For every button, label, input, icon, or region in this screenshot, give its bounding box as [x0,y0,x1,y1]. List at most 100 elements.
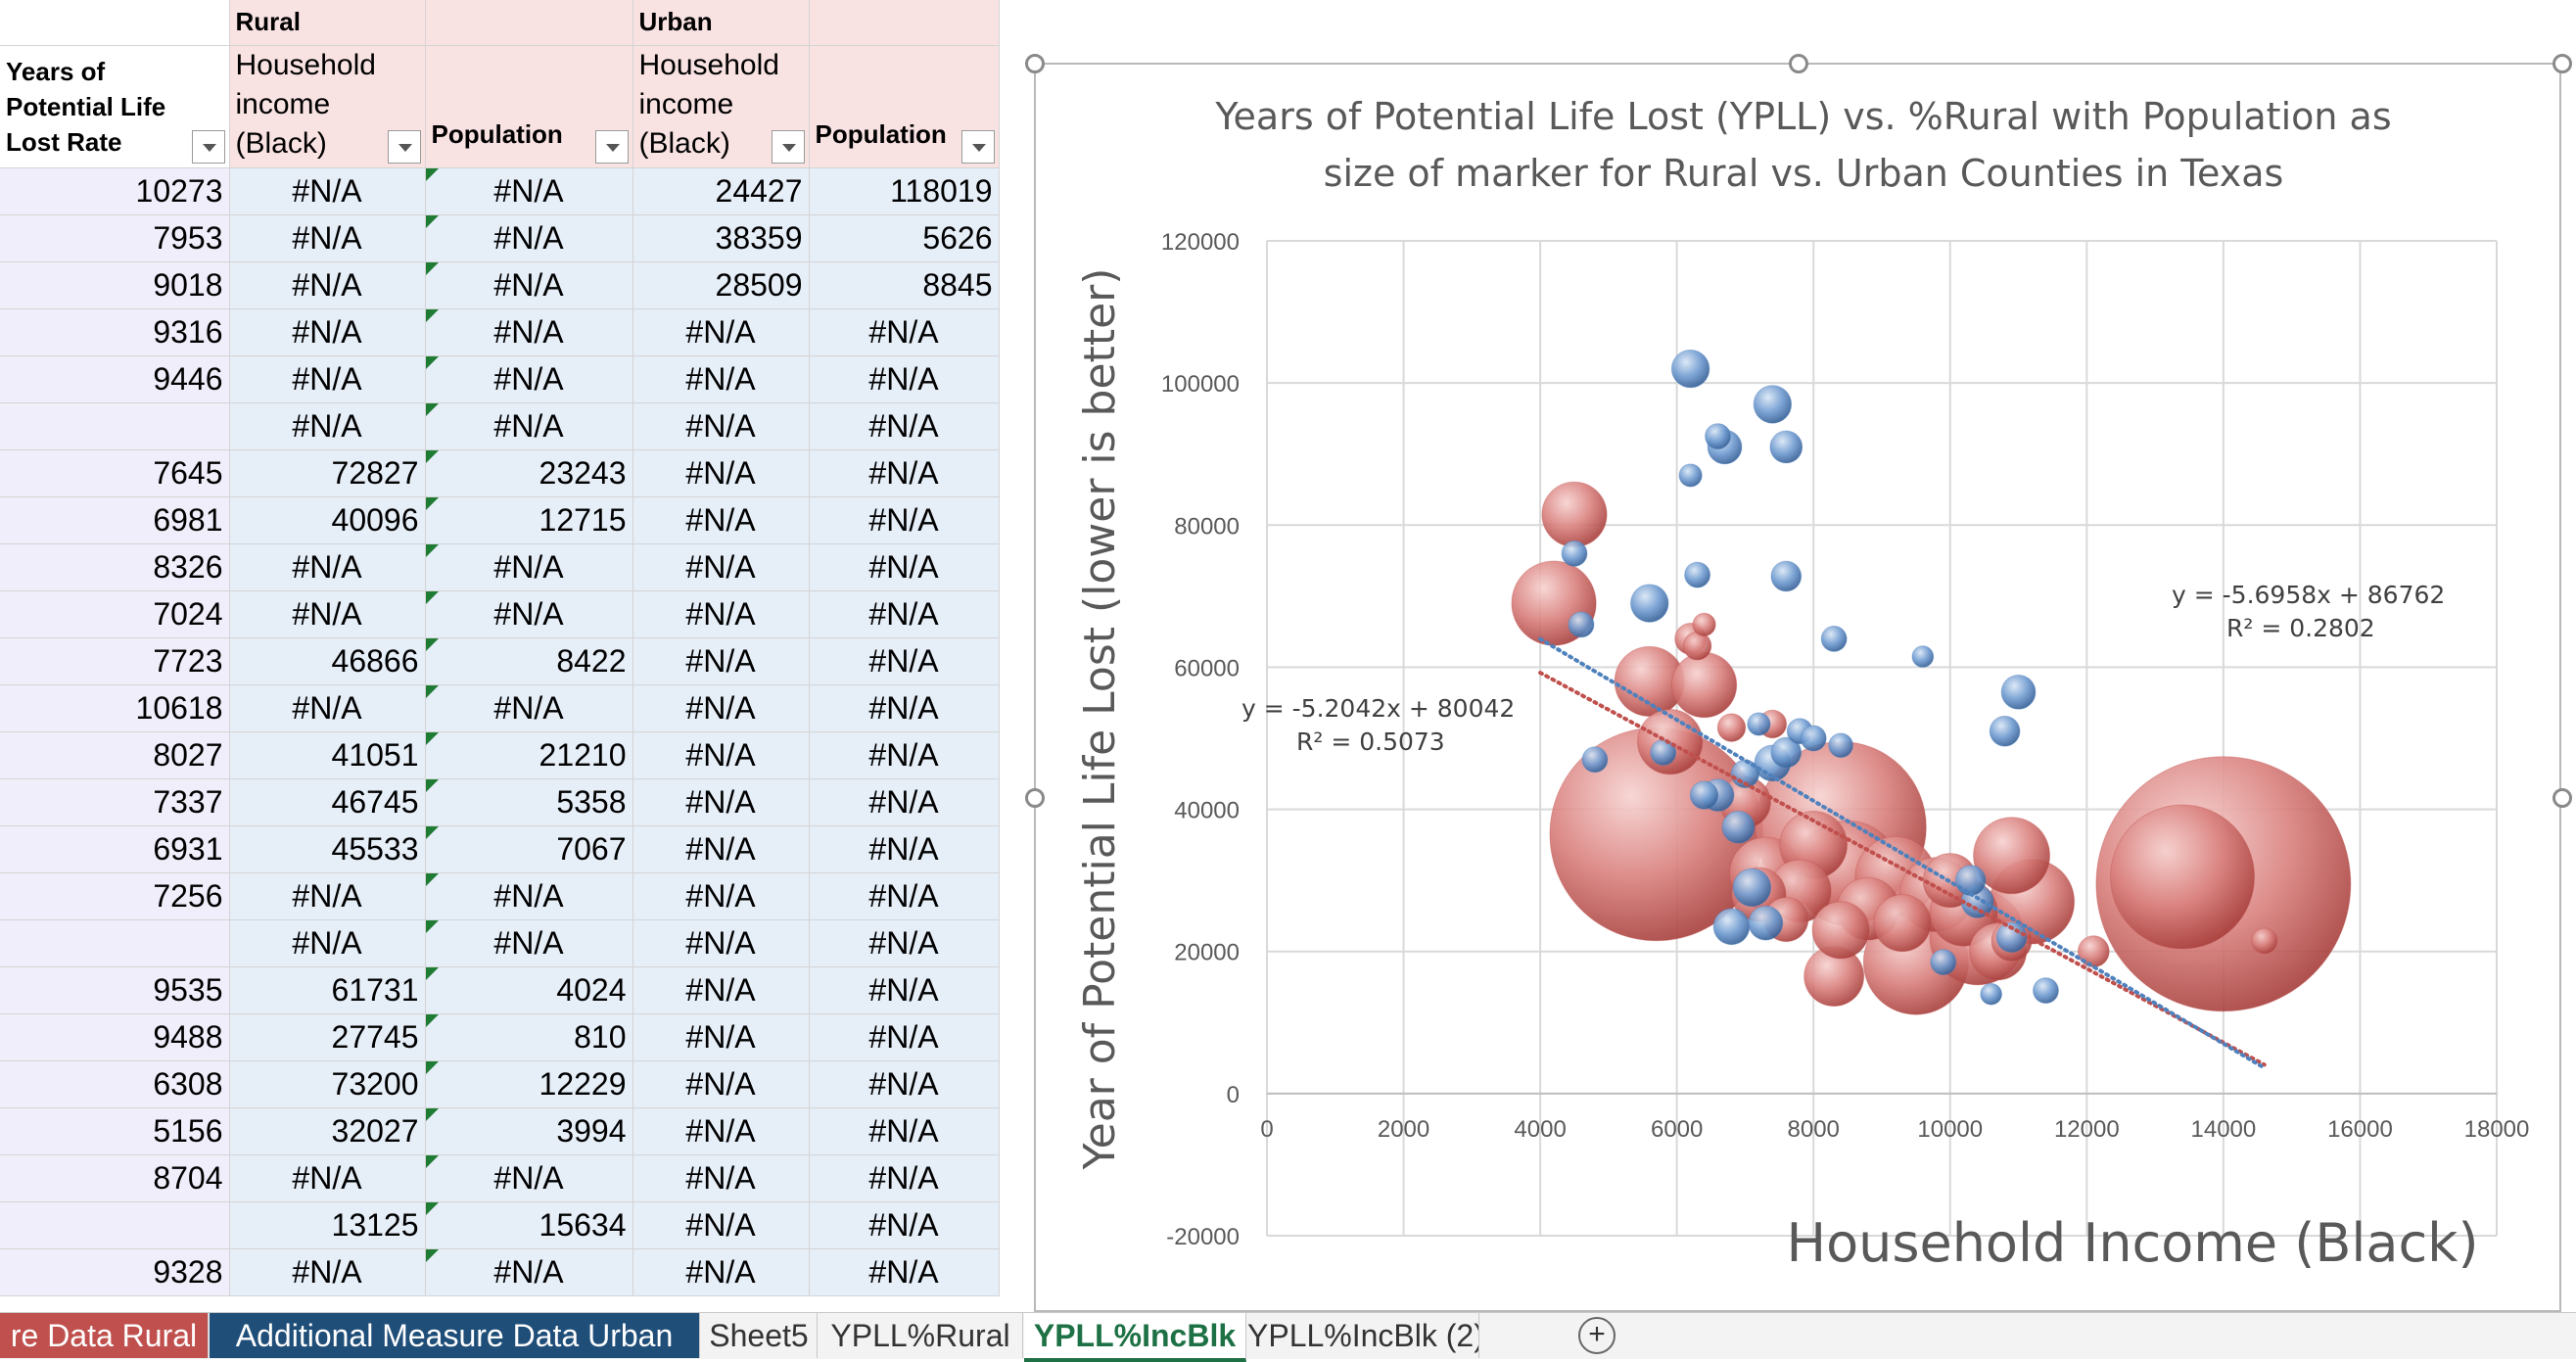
bubble-chart[interactable]: 0 2000 4000 6000 8000 10000 12000 14000 16000 180… [1025,54,2572,1312]
table-cell[interactable]: #N/A [632,637,810,685]
table-cell[interactable]: #N/A [229,214,426,262]
table-cell[interactable] [0,919,230,967]
table-cell[interactable]: #N/A [632,449,810,497]
column-header[interactable]: Household income (Black) [632,45,810,168]
table-cell[interactable]: 9316 [0,308,230,356]
table-cell[interactable]: #N/A [632,590,810,638]
table-cell[interactable]: 10618 [0,684,230,732]
table-cell[interactable]: #N/A [809,543,1000,591]
table-cell[interactable]: 8422 [425,637,633,685]
table-cell[interactable]: 7723 [0,637,230,685]
table-cell[interactable]: #N/A [632,731,810,779]
table-cell[interactable]: 12229 [425,1060,633,1108]
resize-handle[interactable] [2553,54,2572,73]
table-cell[interactable]: 9328 [0,1248,230,1296]
table-cell[interactable]: #N/A [425,214,633,262]
table-cell[interactable]: #N/A [425,919,633,967]
table-cell[interactable]: #N/A [229,543,426,591]
table-cell[interactable]: 6308 [0,1060,230,1108]
filter-dropdown-icon[interactable] [387,129,421,164]
table-cell[interactable]: #N/A [229,684,426,732]
column-header[interactable]: Household income (Black) [229,45,426,168]
table-cell[interactable]: #N/A [425,308,633,356]
table-cell[interactable]: #N/A [632,355,810,403]
table-cell[interactable]: #N/A [809,778,1000,826]
table-cell[interactable]: 61731 [229,966,426,1014]
table-cell[interactable] [0,1201,230,1249]
table-cell[interactable]: #N/A [632,872,810,920]
table-cell[interactable]: #N/A [632,778,810,826]
table-cell[interactable]: #N/A [632,402,810,450]
table-cell[interactable]: 7645 [0,449,230,497]
table-cell[interactable]: #N/A [809,308,1000,356]
table-cell[interactable]: #N/A [229,261,426,309]
table-cell[interactable]: #N/A [425,355,633,403]
column-header[interactable]: Population [809,45,1000,168]
table-cell[interactable]: 32027 [229,1107,426,1155]
table-cell[interactable]: 23243 [425,449,633,497]
filter-dropdown-icon[interactable] [594,129,629,164]
sheet-tab[interactable]: YPLL%Rural [819,1313,1023,1358]
table-cell[interactable]: #N/A [425,1154,633,1202]
table-cell[interactable]: #N/A [425,872,633,920]
table-cell[interactable]: 38359 [632,214,810,262]
table-cell[interactable]: #N/A [632,966,810,1014]
table-cell[interactable]: 6981 [0,496,230,544]
table-cell[interactable]: #N/A [229,167,426,215]
table-cell[interactable]: #N/A [425,261,633,309]
table-cell[interactable]: #N/A [425,684,633,732]
sheet-tab[interactable]: re Data Rural [0,1313,209,1358]
table-cell[interactable]: #N/A [809,1060,1000,1108]
table-cell[interactable]: #N/A [809,1154,1000,1202]
table-cell[interactable]: #N/A [632,496,810,544]
add-sheet-icon[interactable]: + [1578,1317,1616,1354]
table-cell[interactable]: #N/A [229,355,426,403]
table-cell[interactable]: 24427 [632,167,810,215]
table-cell[interactable]: 7256 [0,872,230,920]
table-cell[interactable]: #N/A [632,308,810,356]
table-cell[interactable]: 3994 [425,1107,633,1155]
table-cell[interactable]: #N/A [632,919,810,967]
table-cell[interactable]: 41051 [229,731,426,779]
table-cell[interactable]: #N/A [632,1060,810,1108]
table-cell[interactable]: 810 [425,1013,633,1061]
table-cell[interactable]: 7953 [0,214,230,262]
filter-dropdown-icon[interactable] [771,129,805,164]
table-cell[interactable]: 9018 [0,261,230,309]
table-cell[interactable]: 12715 [425,496,633,544]
table-cell[interactable]: #N/A [229,1248,426,1296]
table-cell[interactable]: #N/A [632,1248,810,1296]
table-cell[interactable]: 9488 [0,1013,230,1061]
table-cell[interactable]: 5626 [809,214,1000,262]
table-cell[interactable]: #N/A [425,1248,633,1296]
table-cell[interactable] [0,402,230,450]
table-cell[interactable]: 8027 [0,731,230,779]
resize-handle[interactable] [1789,54,1808,73]
table-cell[interactable]: #N/A [229,872,426,920]
table-cell[interactable]: #N/A [632,1154,810,1202]
table-cell[interactable]: #N/A [809,449,1000,497]
table-cell[interactable]: 118019 [809,167,1000,215]
table-cell[interactable]: 15634 [425,1201,633,1249]
table-cell[interactable]: 46866 [229,637,426,685]
table-cell[interactable]: #N/A [809,1248,1000,1296]
cell-blank[interactable] [0,0,230,46]
table-cell[interactable]: #N/A [425,543,633,591]
table-cell[interactable]: 45533 [229,825,426,873]
sheet-tab[interactable]: YPLL%IncBlk [1024,1313,1246,1362]
table-cell[interactable]: #N/A [809,496,1000,544]
column-header[interactable]: Population [425,45,633,168]
spreadsheet-grid[interactable]: Rural Urban Years of Potential Life Lost R… [0,0,1003,1312]
table-cell[interactable]: #N/A [809,731,1000,779]
sheet-tab[interactable]: YPLL%IncBlk (2) [1247,1313,1479,1358]
filter-dropdown-icon[interactable] [960,129,995,164]
column-header[interactable]: Years of Potential Life Lost Rate [0,45,230,168]
table-cell[interactable]: 46745 [229,778,426,826]
table-cell[interactable]: #N/A [632,543,810,591]
table-cell[interactable]: #N/A [425,590,633,638]
resize-handle[interactable] [1025,54,1045,73]
table-cell[interactable]: #N/A [809,1201,1000,1249]
table-cell[interactable]: #N/A [229,919,426,967]
table-cell[interactable]: 8845 [809,261,1000,309]
table-cell[interactable]: #N/A [632,1201,810,1249]
